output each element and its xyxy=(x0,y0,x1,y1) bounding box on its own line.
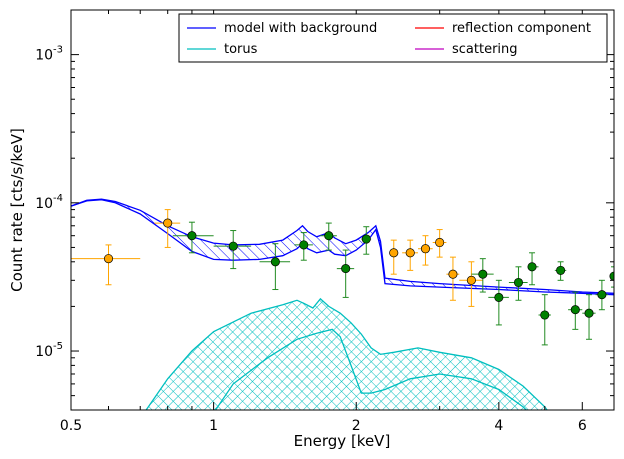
data-point xyxy=(417,235,433,266)
legend-box xyxy=(178,13,608,63)
y-axis-label: Count rate [cts/s/keV] xyxy=(8,128,26,292)
data-marker xyxy=(435,237,445,248)
x-tick-label: 0.5 xyxy=(60,418,82,434)
data-point xyxy=(213,230,252,270)
data-point xyxy=(471,258,494,293)
x-tick-label: 2 xyxy=(352,418,361,434)
data-point xyxy=(568,291,583,330)
data-marker xyxy=(187,231,197,241)
x-tick-label: 4 xyxy=(494,418,503,434)
legend-label-torus: torus xyxy=(224,42,258,57)
data-point xyxy=(172,221,214,254)
data-point xyxy=(294,232,313,261)
data-marker xyxy=(513,277,524,288)
data-marker xyxy=(494,292,504,302)
y-tick-label: 10-3 xyxy=(35,45,63,64)
data-point xyxy=(459,261,483,307)
model-with-background-band-fill xyxy=(71,199,614,295)
data-point xyxy=(508,266,528,301)
data-marker xyxy=(341,264,351,274)
y-axis-ticks: 10-5 10-4 10-3 xyxy=(35,9,614,411)
legend: model with background reflection compone… xyxy=(178,13,608,63)
x-axis-ticks: 0.5 1 2 4 6 xyxy=(60,10,615,434)
legend-label-model: model with background xyxy=(224,21,377,36)
model-with-background-lower-line xyxy=(71,199,614,296)
data-point xyxy=(154,209,181,248)
model-bands xyxy=(71,198,614,410)
data-marker xyxy=(466,275,476,285)
data-marker xyxy=(584,308,594,318)
data-marker xyxy=(299,240,309,250)
torus-lower-line xyxy=(214,328,528,410)
y-tick-label: 10-5 xyxy=(35,341,63,360)
data-point xyxy=(538,294,551,346)
data-marker xyxy=(478,269,488,279)
data-marker xyxy=(324,231,334,241)
torus-upper-line xyxy=(145,297,548,410)
data-point xyxy=(402,239,418,271)
legend-label-scattering: scattering xyxy=(452,42,518,57)
data-point xyxy=(527,252,539,286)
data-marker xyxy=(556,265,566,275)
data-point xyxy=(361,226,372,255)
data-point xyxy=(446,256,460,301)
data-point xyxy=(259,243,291,291)
data-point xyxy=(71,244,141,286)
data-marker xyxy=(405,248,415,258)
data-marker xyxy=(597,290,607,300)
model-with-background-upper-line xyxy=(71,198,614,294)
data-point xyxy=(432,229,447,258)
data-marker xyxy=(540,310,550,320)
legend-label-reflection: reflection component xyxy=(452,21,591,36)
data-marker xyxy=(103,254,114,264)
data-marker xyxy=(270,257,280,267)
data-marker xyxy=(228,241,238,251)
data-point xyxy=(595,279,609,311)
data-point xyxy=(488,279,509,326)
data-points xyxy=(71,209,614,346)
data-marker xyxy=(420,244,431,254)
data-marker xyxy=(163,218,173,228)
data-marker xyxy=(448,269,458,279)
data-marker xyxy=(527,262,537,272)
data-point xyxy=(389,239,399,275)
y-tick-label: 10-4 xyxy=(35,193,63,212)
x-tick-label: 1 xyxy=(209,418,218,434)
data-marker xyxy=(389,248,399,258)
x-axis-label: Energy [keV] xyxy=(294,432,391,450)
data-marker xyxy=(570,305,580,315)
data-point xyxy=(336,249,355,298)
data-point xyxy=(320,222,337,251)
data-point xyxy=(554,261,567,281)
x-tick-label: 6 xyxy=(578,418,587,434)
data-point xyxy=(582,294,596,340)
data-marker xyxy=(361,234,371,244)
